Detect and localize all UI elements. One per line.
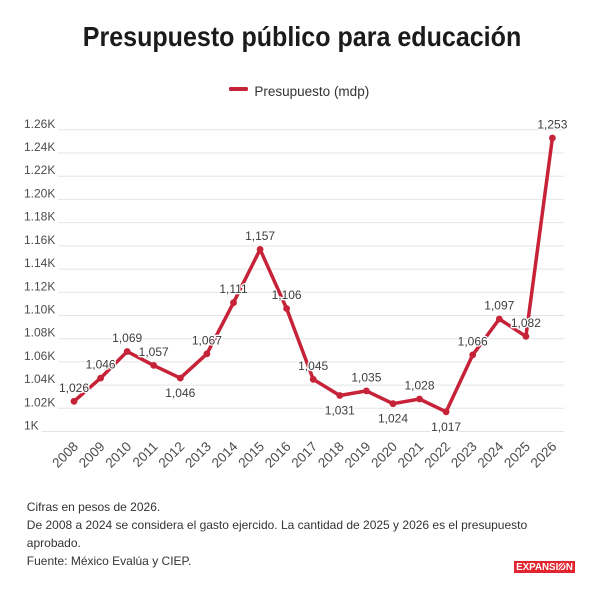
svg-text:1K: 1K	[24, 419, 39, 433]
svg-text:2023: 2023	[448, 439, 480, 471]
svg-text:1,157: 1,157	[245, 229, 275, 243]
svg-text:1,082: 1,082	[511, 316, 541, 330]
svg-text:1.10K: 1.10K	[24, 303, 55, 317]
svg-text:1,035: 1,035	[351, 370, 381, 384]
svg-text:1.08K: 1.08K	[24, 326, 55, 340]
svg-text:2014: 2014	[209, 438, 241, 470]
svg-text:1.24K: 1.24K	[24, 140, 55, 154]
svg-text:1.18K: 1.18K	[24, 210, 55, 224]
svg-text:2020: 2020	[368, 439, 400, 471]
svg-text:1,111: 1,111	[219, 282, 248, 296]
svg-text:1,028: 1,028	[404, 379, 434, 393]
svg-text:2017: 2017	[288, 439, 320, 471]
svg-text:2021: 2021	[395, 439, 427, 471]
svg-text:2008: 2008	[49, 439, 81, 471]
svg-text:1,017: 1,017	[431, 420, 461, 434]
svg-text:1,106: 1,106	[272, 288, 302, 302]
svg-text:1.12K: 1.12K	[24, 279, 55, 293]
svg-text:2019: 2019	[342, 439, 374, 471]
svg-text:1.06K: 1.06K	[24, 349, 55, 363]
svg-text:1.26K: 1.26K	[24, 117, 55, 131]
svg-text:2010: 2010	[102, 439, 134, 471]
svg-text:2016: 2016	[262, 439, 294, 471]
svg-text:1.14K: 1.14K	[24, 256, 55, 270]
svg-text:1,031: 1,031	[325, 404, 355, 418]
svg-text:2015: 2015	[235, 439, 267, 471]
svg-text:1,057: 1,057	[139, 345, 169, 359]
svg-text:1.16K: 1.16K	[24, 233, 55, 247]
svg-text:2012: 2012	[156, 439, 188, 471]
svg-text:1,066: 1,066	[458, 334, 488, 348]
svg-text:2018: 2018	[315, 439, 347, 471]
svg-text:1.22K: 1.22K	[24, 163, 55, 177]
svg-text:2009: 2009	[76, 439, 108, 471]
svg-text:1,253: 1,253	[537, 118, 567, 132]
svg-text:2026: 2026	[528, 439, 560, 471]
svg-text:2011: 2011	[130, 439, 161, 470]
svg-text:1,069: 1,069	[112, 331, 142, 345]
svg-text:1,046: 1,046	[165, 386, 195, 400]
svg-text:1,045: 1,045	[298, 359, 328, 373]
svg-text:2013: 2013	[182, 439, 214, 471]
svg-text:1,024: 1,024	[378, 412, 408, 426]
svg-text:1,026: 1,026	[59, 381, 89, 395]
svg-text:1.20K: 1.20K	[24, 186, 55, 200]
svg-text:2022: 2022	[421, 439, 453, 471]
svg-text:2025: 2025	[501, 439, 533, 471]
svg-text:1,067: 1,067	[192, 333, 222, 347]
svg-text:1.02K: 1.02K	[24, 395, 55, 409]
svg-text:1,097: 1,097	[484, 299, 514, 313]
svg-text:2024: 2024	[475, 438, 507, 470]
svg-text:1.04K: 1.04K	[24, 372, 55, 386]
svg-text:1,046: 1,046	[86, 358, 116, 372]
